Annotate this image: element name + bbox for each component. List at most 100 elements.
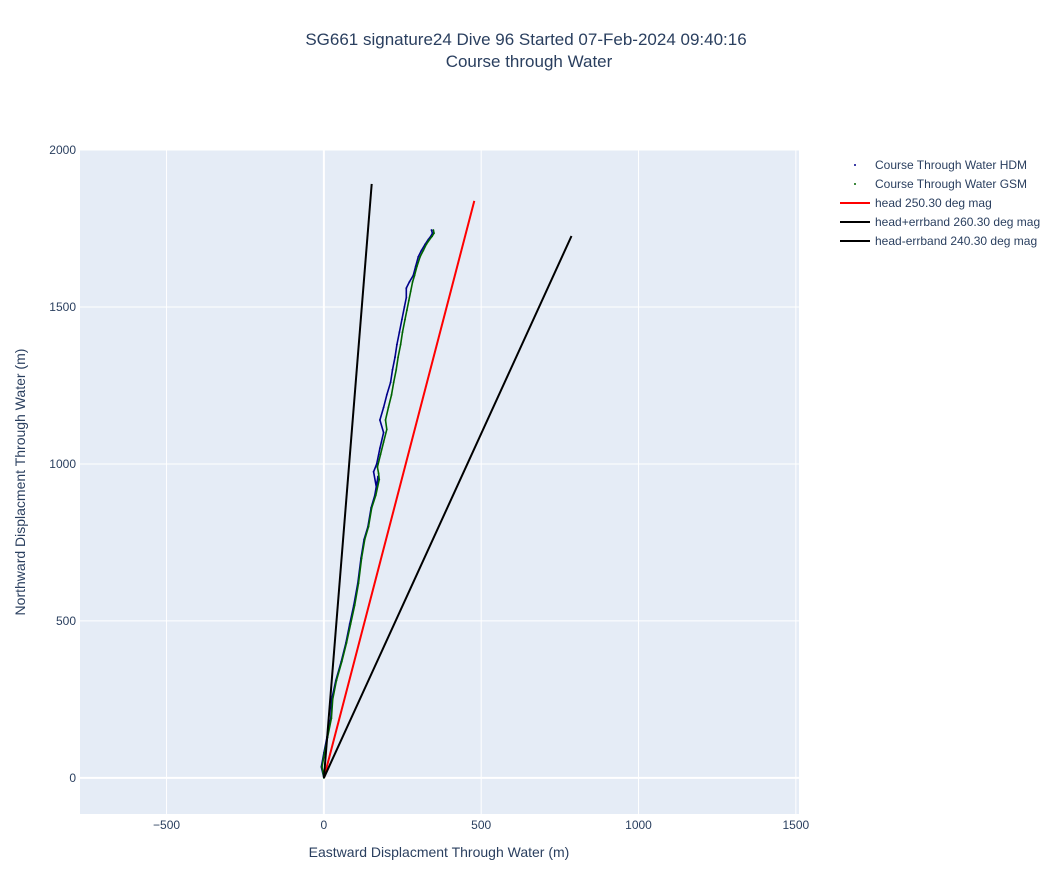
- data-point: [377, 472, 380, 475]
- legend-label: Course Through Water HDM: [875, 158, 1027, 172]
- legend-item[interactable]: Course Through Water GSM: [854, 177, 1027, 191]
- data-point: [401, 331, 404, 333]
- data-point: [357, 582, 360, 585]
- data-point: [389, 381, 392, 384]
- data-point: [391, 368, 394, 371]
- data-point: [378, 419, 381, 421]
- y-tick-label: 0: [69, 771, 76, 785]
- data-point: [382, 406, 385, 409]
- legend-label: Course Through Water GSM: [875, 177, 1027, 191]
- data-point: [395, 343, 398, 346]
- series-line: [322, 235, 573, 779]
- legend-item[interactable]: head 250.30 deg mag: [840, 196, 992, 210]
- data-point: [375, 463, 378, 465]
- data-point: [382, 441, 385, 443]
- y-tick-label: 1500: [49, 300, 76, 314]
- series-layer: [320, 183, 573, 779]
- x-tick-label: 500: [471, 818, 491, 832]
- grid-lines: [80, 149, 799, 814]
- data-point: [420, 249, 423, 252]
- data-point: [405, 287, 408, 290]
- data-point: [431, 235, 434, 238]
- data-point: [394, 356, 396, 359]
- chart-subtitle: Course through Water: [446, 52, 613, 71]
- data-point: [376, 466, 379, 468]
- data-point: [409, 290, 412, 293]
- legend-marker: [854, 164, 856, 166]
- y-axis-title: Northward Displacment Through Water (m): [12, 349, 28, 616]
- data-point: [413, 274, 416, 277]
- x-tick-label: 1500: [783, 818, 810, 832]
- data-point: [395, 368, 398, 371]
- x-tick-label: −500: [153, 818, 180, 832]
- data-point: [340, 660, 343, 663]
- series-line: [322, 200, 476, 779]
- legend-label: head+errband 260.30 deg mag: [875, 215, 1040, 229]
- data-point: [390, 393, 393, 396]
- data-point: [372, 470, 375, 473]
- data-point: [374, 494, 377, 497]
- data-point: [385, 428, 388, 431]
- data-point: [331, 698, 334, 701]
- data-point: [345, 641, 348, 644]
- data-point: [407, 299, 410, 302]
- series-2: [322, 200, 476, 779]
- y-tick-label: 1000: [49, 457, 76, 471]
- plot-area: [80, 150, 799, 814]
- data-point: [335, 679, 338, 682]
- y-tick-labels: 0 500 1000 1500 2000: [49, 143, 76, 785]
- series-1: [321, 229, 435, 779]
- data-point: [419, 255, 422, 258]
- data-point: [379, 453, 382, 456]
- data-point: [363, 538, 366, 541]
- data-point: [387, 406, 390, 409]
- y-tick-label: 500: [56, 614, 76, 628]
- data-point: [404, 318, 406, 321]
- series-line: [322, 183, 373, 778]
- data-point: [382, 431, 385, 434]
- data-point: [403, 306, 406, 308]
- series-3: [322, 183, 373, 778]
- zero-lines: [80, 150, 799, 814]
- data-point: [399, 343, 402, 346]
- data-point: [385, 393, 388, 396]
- data-point: [370, 507, 373, 509]
- data-point: [353, 604, 356, 607]
- chart-title: SG661 signature24 Dive 96 Started 07-Feb…: [305, 30, 746, 49]
- data-point: [408, 280, 411, 283]
- data-point: [428, 238, 431, 241]
- data-point: [406, 309, 408, 312]
- data-point: [397, 356, 400, 359]
- data-point: [411, 280, 414, 283]
- data-point: [392, 381, 395, 384]
- y-tick-label: 2000: [49, 143, 76, 157]
- data-point: [367, 525, 370, 528]
- data-point: [398, 331, 401, 333]
- data-point: [422, 249, 425, 252]
- legend-label: head 250.30 deg mag: [875, 196, 992, 210]
- legend-item[interactable]: head-errband 240.30 deg mag: [840, 234, 1037, 248]
- data-point: [432, 229, 435, 231]
- data-point: [360, 557, 363, 560]
- data-point: [330, 717, 333, 720]
- legend-item[interactable]: Course Through Water HDM: [854, 158, 1027, 172]
- data-point: [430, 229, 433, 231]
- legend-item[interactable]: head+errband 260.30 deg mag: [840, 215, 1040, 229]
- x-tick-label: 1000: [625, 818, 652, 832]
- x-tick-labels: −500 0 500 1000 1500: [153, 818, 810, 832]
- data-point: [433, 232, 435, 235]
- data-point: [378, 478, 381, 481]
- data-point: [416, 265, 418, 268]
- data-point: [405, 296, 408, 299]
- series-4: [322, 235, 573, 779]
- x-axis-title: Eastward Displacment Through Water (m): [309, 844, 570, 860]
- legend[interactable]: Course Through Water HDM Course Through W…: [840, 158, 1040, 248]
- data-point: [384, 419, 387, 421]
- data-point: [417, 255, 420, 258]
- x-tick-label: 0: [321, 818, 328, 832]
- data-point: [378, 447, 381, 450]
- legend-marker: [854, 183, 856, 185]
- data-point: [321, 766, 323, 768]
- data-point: [425, 243, 428, 246]
